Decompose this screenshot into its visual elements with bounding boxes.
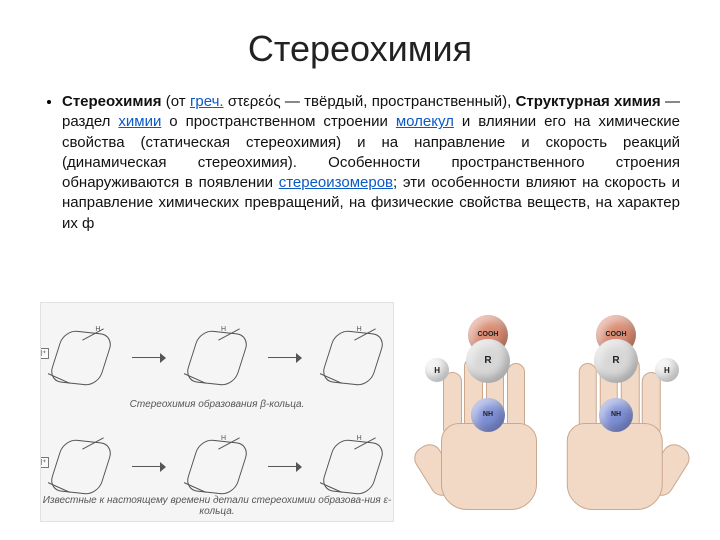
slide: Стереохимия Стереохимия (от греч. στερεό… (0, 0, 720, 540)
t8: о пространственном строении (161, 113, 396, 130)
sphere-nh: NH (471, 398, 505, 432)
figure-reaction-scheme: Н⁺ H H H Стереохимия образования β-кольц… (40, 302, 394, 522)
reaction-arrow-icon (132, 462, 166, 472)
molecule-left: COOH R H NH (429, 308, 547, 422)
sphere-nh: NH (599, 398, 633, 432)
reaction-arrow-icon (268, 353, 302, 363)
molecule-icon: H (323, 437, 383, 497)
sphere-center: R (466, 339, 510, 383)
reaction-arrow-icon (132, 353, 166, 363)
figure-caption-bot: Известные к настоящему времени детали ст… (41, 495, 393, 517)
sphere-center: R (594, 339, 638, 383)
link-chemistry[interactable]: химии (118, 113, 161, 130)
t4: στερεός — твёрдый, пространственный), (224, 93, 516, 110)
molecule-icon: H (323, 328, 383, 388)
link-molecules[interactable]: молекул (396, 113, 454, 130)
scheme-row-top: Н⁺ H H H (41, 303, 393, 412)
figure-caption-top: Стереохимия образования β-кольца. (41, 399, 393, 410)
atom-label: H (357, 435, 362, 442)
term-structural: Структурная химия (516, 93, 661, 110)
molecule-icon: H (187, 328, 247, 388)
body-list: Стереохимия (от греч. στερεός — твёрдый,… (40, 92, 680, 234)
molecule-right: COOH R H NH (557, 308, 675, 422)
atom-label: H (95, 326, 100, 333)
body-paragraph: Стереохимия (от греч. στερεός — твёрдый,… (62, 92, 680, 234)
r-label: R (612, 355, 619, 366)
link-stereoisomers[interactable]: стереоизомеров (279, 174, 393, 191)
figures-row: Н⁺ H H H Стереохимия образования β-кольц… (40, 302, 680, 522)
figure-chirality-hands: COOH R H NH COOH R H NH (424, 302, 680, 522)
molecule-icon: Н⁺ H (51, 328, 111, 388)
atom-label: H (357, 326, 362, 333)
link-greek[interactable]: греч. (190, 93, 224, 110)
sphere-h: H (655, 358, 679, 382)
t2: (от (161, 93, 189, 110)
reaction-arrow-icon (268, 462, 302, 472)
molecule-icon: H (187, 437, 247, 497)
r-label: R (484, 355, 491, 366)
term-stereochem: Стереохимия (62, 93, 161, 110)
sphere-h: H (425, 358, 449, 382)
hands-wrapper: COOH R H NH COOH R H NH (424, 302, 680, 522)
page-title: Стереохимия (40, 28, 680, 70)
atom-label: H (221, 435, 226, 442)
proton-tag: Н⁺ (40, 457, 49, 468)
molecule-icon: Н⁺ (51, 437, 111, 497)
atom-label: H (221, 326, 226, 333)
proton-tag: Н⁺ (40, 348, 49, 359)
